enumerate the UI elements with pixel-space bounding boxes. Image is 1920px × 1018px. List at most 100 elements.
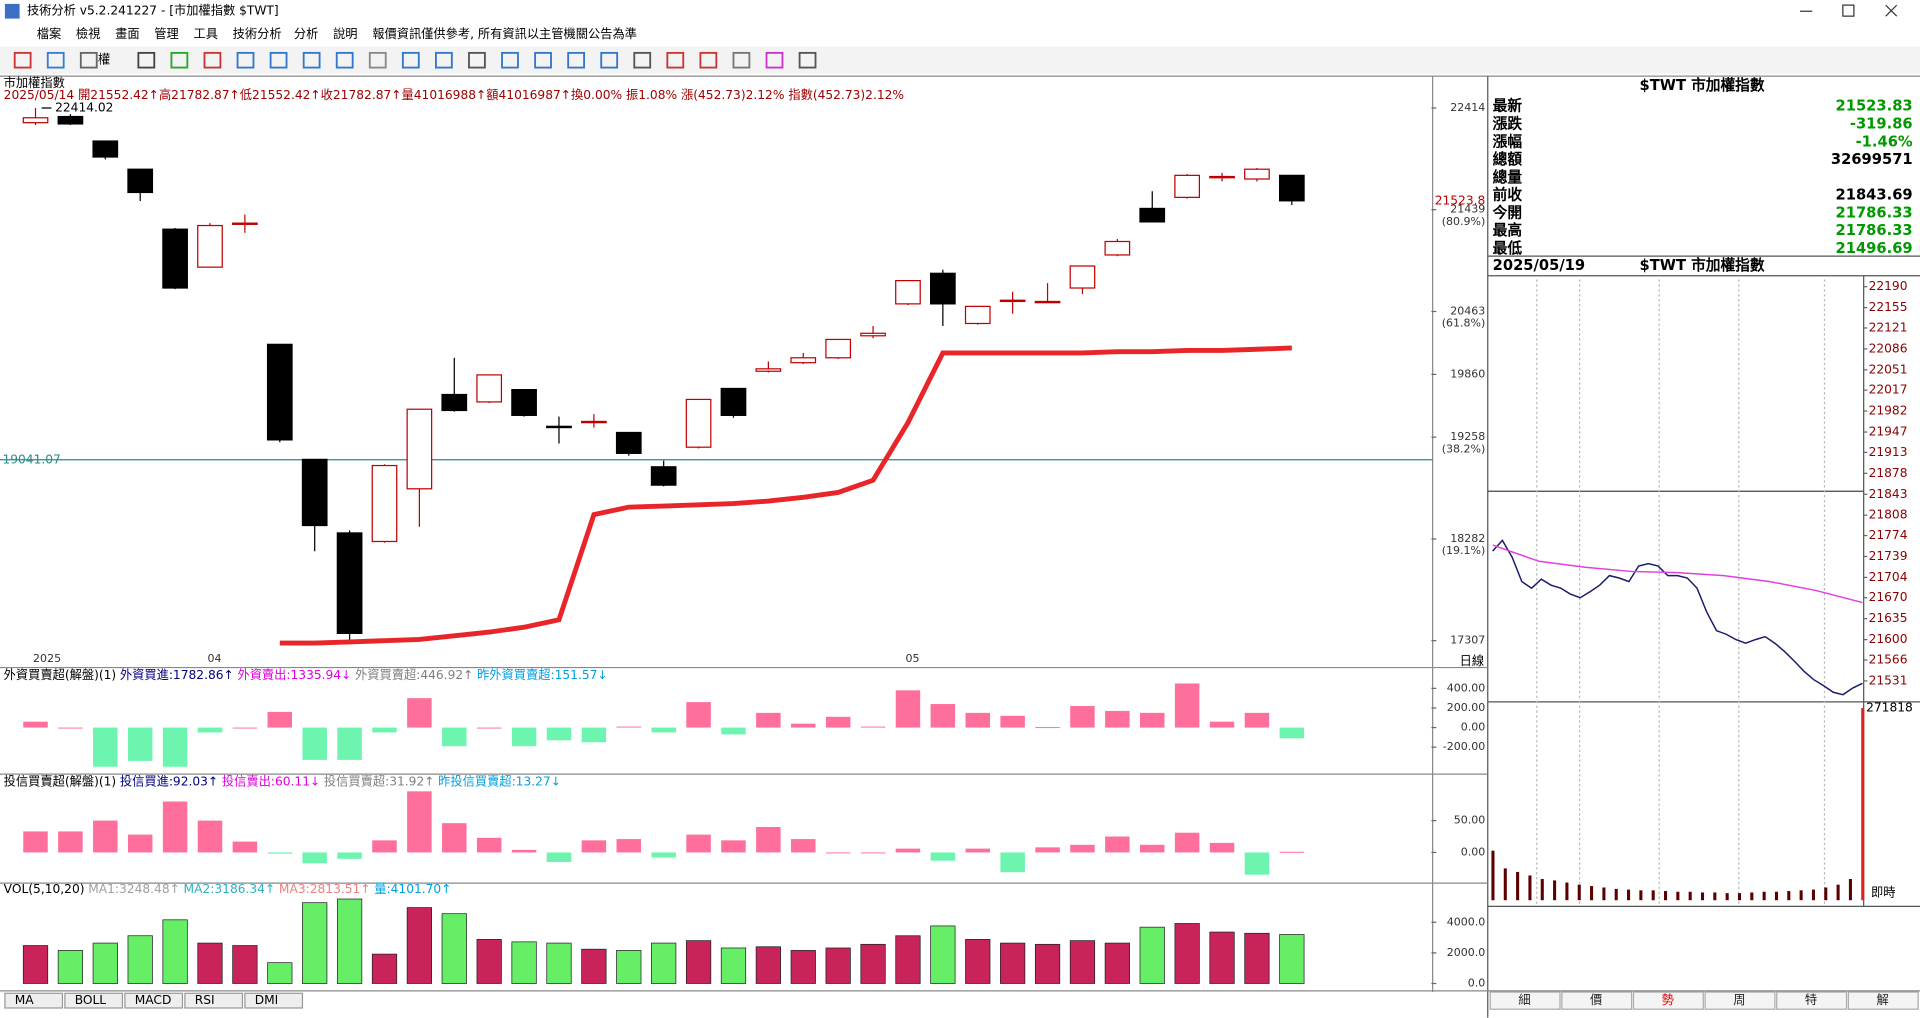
- indicator-tab[interactable]: [244, 992, 304, 1009]
- candle-body: [232, 222, 258, 225]
- y-tick-label: 21670: [1869, 590, 1908, 604]
- candle-body: [999, 299, 1026, 303]
- menu-item[interactable]: 管理: [154, 26, 178, 41]
- toolbar: [0, 46, 1920, 74]
- indicator-tab[interactable]: [64, 992, 124, 1009]
- bar: [546, 852, 572, 862]
- toolbar-button[interactable]: [368, 51, 387, 69]
- indicator-tab-label[interactable]: MA: [15, 993, 35, 1007]
- candle-body: [92, 140, 119, 158]
- menu-item[interactable]: 畫面: [115, 26, 139, 41]
- side-tab[interactable]: [1776, 991, 1848, 1010]
- volume-bar: [302, 902, 328, 984]
- intraday-volume-bar: [1824, 887, 1828, 901]
- toolbar-button[interactable]: [567, 51, 585, 69]
- intraday-volume-bar: [1627, 889, 1631, 901]
- volume-bar: [92, 942, 118, 984]
- bar: [511, 727, 537, 747]
- side-tab-label[interactable]: 細: [1518, 993, 1530, 1007]
- menu-item[interactable]: 檔案: [37, 26, 61, 41]
- quote-label: 前收: [1493, 186, 1523, 204]
- side-tab[interactable]: [1847, 991, 1919, 1010]
- menu-item[interactable]: 分析: [294, 27, 318, 41]
- close[interactable]: [1885, 4, 1898, 17]
- toolbar-button[interactable]: [236, 51, 255, 69]
- indicator-tab-label[interactable]: BOLL: [75, 993, 107, 1007]
- toolbar-button[interactable]: [335, 51, 354, 69]
- toolbar-button[interactable]: [501, 51, 519, 69]
- menu-item[interactable]: 檢視: [76, 26, 100, 41]
- toolbar-button[interactable]: [798, 51, 817, 69]
- candle-body: [685, 398, 712, 448]
- restore[interactable]: [1842, 4, 1855, 17]
- indicator-tab[interactable]: [124, 992, 184, 1009]
- candle-body: [1034, 300, 1061, 304]
- bar: [162, 727, 188, 767]
- toolbar-button[interactable]: [401, 51, 420, 69]
- toolbar-button[interactable]: [203, 51, 222, 69]
- side-tab-label[interactable]: 勢: [1662, 992, 1674, 1007]
- toolbar-button[interactable]: [269, 51, 288, 69]
- volume-bar: [581, 948, 607, 984]
- chart-subtitle: 2025/05/14 開21552.42↑高21782.87↑低21552.42…: [4, 87, 904, 102]
- menu-item[interactable]: 工具: [193, 27, 217, 41]
- toolbar-button[interactable]: [302, 51, 321, 69]
- side-tab-label[interactable]: 特: [1805, 992, 1817, 1007]
- bar: [1174, 683, 1200, 728]
- y-tick-label: 22414: [1450, 101, 1485, 114]
- bar: [1244, 712, 1270, 728]
- toolbar-button[interactable]: [600, 51, 619, 69]
- indicator-tab-label[interactable]: RSI: [195, 993, 215, 1007]
- intraday-date: 2025/05/19: [1493, 257, 1585, 274]
- bar: [93, 820, 118, 853]
- indicator-tab[interactable]: [184, 992, 244, 1009]
- toolbar-button[interactable]: [13, 51, 32, 69]
- candle-body: [266, 343, 293, 441]
- x-tick-label: 2025: [33, 652, 61, 665]
- bar: [860, 726, 886, 728]
- y-tick-label: 200.00: [1447, 701, 1486, 714]
- panel-value: 投信買賣超:31.92↑: [324, 773, 435, 788]
- y-tick-label: 4000.0: [1447, 915, 1486, 928]
- indicator-tab-label[interactable]: DMI: [255, 993, 279, 1007]
- side-tab[interactable]: [1489, 991, 1561, 1010]
- panel-value: MA3:2813.51↑: [279, 882, 371, 896]
- y-tick-label: -200.00: [1443, 740, 1486, 753]
- side-tab[interactable]: [1632, 991, 1704, 1010]
- volume-bar: [1209, 931, 1235, 984]
- toolbar-button[interactable]: [170, 51, 189, 69]
- toolbar-button[interactable]: [46, 51, 65, 69]
- toolbar-button[interactable]: [633, 51, 652, 69]
- y-tick-label: 20463: [1450, 304, 1485, 317]
- side-tab[interactable]: [1704, 991, 1776, 1010]
- indicator-tab-label[interactable]: MACD: [135, 993, 172, 1007]
- toolbar-button[interactable]: [534, 51, 552, 69]
- toolbar-button[interactable]: [468, 51, 486, 69]
- intraday-volume-bar: [1664, 891, 1668, 901]
- candle-body: [1104, 240, 1131, 256]
- y-tick-label: 21704: [1869, 570, 1908, 584]
- y-tick-label: 22155: [1869, 300, 1908, 314]
- side-tab-label[interactable]: 周: [1733, 993, 1745, 1007]
- toolbar-button[interactable]: [765, 51, 784, 69]
- indicator-tab[interactable]: [4, 992, 64, 1009]
- candle-body: [720, 387, 747, 416]
- quote-value: 21786.33: [1836, 222, 1913, 239]
- toolbar-button[interactable]: [699, 51, 718, 69]
- toolbar-button[interactable]: [79, 51, 98, 69]
- window-controls[interactable]: [1800, 4, 1898, 17]
- side-tab-label[interactable]: 解: [1877, 993, 1889, 1007]
- toolbar-button[interactable]: [732, 51, 751, 69]
- menu-item[interactable]: 說明: [333, 26, 357, 41]
- menu-item[interactable]: 技術分析: [233, 27, 282, 41]
- side-tab-label[interactable]: 價: [1590, 993, 1602, 1007]
- toolbar-button[interactable]: [137, 51, 156, 69]
- side-tab[interactable]: [1561, 991, 1633, 1010]
- toolbar-button[interactable]: [666, 51, 685, 69]
- menu-item[interactable]: 報價資訊僅供參考, 所有資訊以主管機關公告為準: [372, 26, 637, 41]
- intraday-volume-bar: [1774, 891, 1778, 901]
- toolbar-button[interactable]: [435, 51, 453, 69]
- y-tick-label: 19258: [1450, 430, 1485, 443]
- y-tick-label: 50.00: [1454, 814, 1486, 827]
